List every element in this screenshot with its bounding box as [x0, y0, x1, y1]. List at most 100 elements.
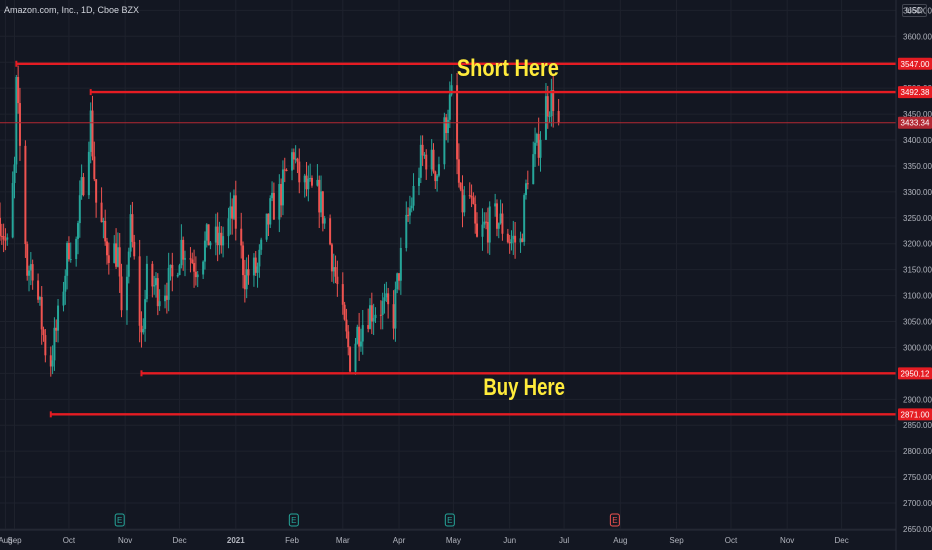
price-tick-label: 3250.00 — [903, 214, 932, 223]
earnings-marker — [114, 513, 125, 527]
annotation-label: Buy Here — [483, 374, 565, 401]
candle-body-up — [381, 300, 384, 315]
candle-body-up — [80, 177, 83, 196]
level-price-label: 2950.12 — [901, 369, 930, 378]
candle-body-down — [334, 267, 337, 277]
candle-body-down — [434, 171, 437, 182]
candle-body-down — [358, 326, 361, 347]
symbol-legend[interactable]: Amazon.com, Inc., 1D, Cboe BZX — [4, 5, 140, 15]
candle-body-up — [316, 179, 319, 186]
candle-body-down — [387, 293, 390, 305]
candle-body-up — [184, 258, 187, 260]
candle-body-up — [383, 297, 386, 301]
candle-body-down — [298, 161, 301, 183]
earnings-marker — [444, 513, 455, 527]
candle-body-down — [501, 213, 504, 234]
candle-body-down — [40, 297, 43, 330]
candle-body-down — [18, 103, 21, 146]
candle-body-down — [407, 214, 410, 216]
candle-body-down — [514, 235, 517, 243]
candle-body-down — [26, 244, 29, 276]
candle-body-up — [394, 289, 397, 329]
candle-body-down — [305, 175, 308, 190]
candle-body-down — [82, 177, 85, 196]
chart-annotations: Short Here Buy Here — [457, 55, 565, 401]
earnings-marker-label: E — [291, 516, 296, 525]
candle-body-down — [336, 276, 339, 285]
candle-body-up — [548, 116, 551, 118]
price-tick-label: 3400.00 — [903, 136, 932, 145]
level-price-tag — [898, 408, 932, 421]
candle-body-up — [127, 251, 130, 277]
candle-body-up — [436, 175, 439, 182]
candle-body-down — [138, 256, 141, 326]
level-price-label: 3492.38 — [901, 88, 930, 97]
candle-body-down — [91, 110, 94, 157]
price-tick-label: 2800.00 — [903, 447, 932, 456]
candle-body-up — [28, 270, 31, 276]
level-price-label: 3547.00 — [901, 60, 930, 69]
candle-body-up — [265, 213, 268, 240]
candle-body-down — [421, 144, 424, 156]
time-tick-label: Apr — [393, 536, 406, 545]
candle-body-down — [37, 280, 40, 300]
candle-body-up — [512, 235, 515, 240]
currency-badge[interactable]: USD — [902, 4, 927, 17]
support-resistance-levels[interactable] — [0, 60, 896, 418]
candle-body-down — [107, 255, 110, 263]
candle-body-down — [151, 263, 154, 287]
candle-body-up — [419, 144, 422, 178]
candle-body-down — [557, 110, 560, 123]
price-tick-label: 3000.00 — [903, 343, 932, 352]
price-tick-label: 3050.00 — [903, 318, 932, 327]
candle-series — [0, 65, 560, 377]
earnings-marker-label: E — [447, 516, 452, 525]
candle-body-down — [329, 218, 332, 245]
candle-body-down — [457, 159, 460, 183]
earnings-marker — [609, 513, 620, 527]
price-axis[interactable]: 2650.00 2700.00 2750.00 2800.00 2850.00 2900.… — [903, 6, 932, 534]
candle-body-down — [486, 221, 489, 243]
candle-body-up — [62, 291, 65, 306]
time-tick-label: Jul — [559, 536, 569, 545]
candle-body-down — [398, 273, 401, 281]
level-price-tag — [898, 367, 932, 380]
candle-body-up — [51, 360, 54, 367]
candle-body-up — [218, 232, 221, 246]
candle-body-down — [552, 90, 555, 111]
price-tick-label: 2700.00 — [903, 499, 932, 508]
candle-body-down — [106, 241, 109, 256]
price-tick-label: 3350.00 — [903, 162, 932, 171]
candle-body-down — [461, 189, 464, 213]
time-tick-label: Oct — [725, 536, 738, 545]
candle-body-up — [412, 185, 415, 206]
level-price-tag — [898, 57, 932, 70]
time-tick-label: 2021 — [227, 536, 245, 545]
candle-body-down — [392, 304, 395, 329]
candle-body-up — [430, 149, 433, 170]
candle-body-up — [544, 96, 547, 140]
candle-body-down — [194, 271, 197, 278]
candle-body-up — [38, 297, 41, 300]
candle-body-down — [254, 257, 257, 273]
candle-body-up — [303, 175, 306, 183]
candle-body-down — [425, 154, 428, 170]
candle-body-up — [167, 267, 170, 300]
candle-body-up — [278, 184, 281, 220]
candle-body-down — [24, 145, 27, 245]
price-tick-label: 3300.00 — [903, 188, 932, 197]
candle-body-up — [450, 85, 453, 95]
candle-body-up — [232, 195, 235, 219]
candle-body-up — [323, 218, 326, 224]
price-tick-label: 2900.00 — [903, 395, 932, 404]
time-tick-label: Nov — [780, 536, 794, 545]
candle-body-up — [209, 242, 212, 246]
candle-body-down — [321, 191, 324, 224]
candle-body-down — [165, 295, 168, 300]
candle-body-up — [260, 239, 263, 250]
candle-body-up — [89, 110, 92, 152]
candle-body-up — [76, 223, 79, 239]
